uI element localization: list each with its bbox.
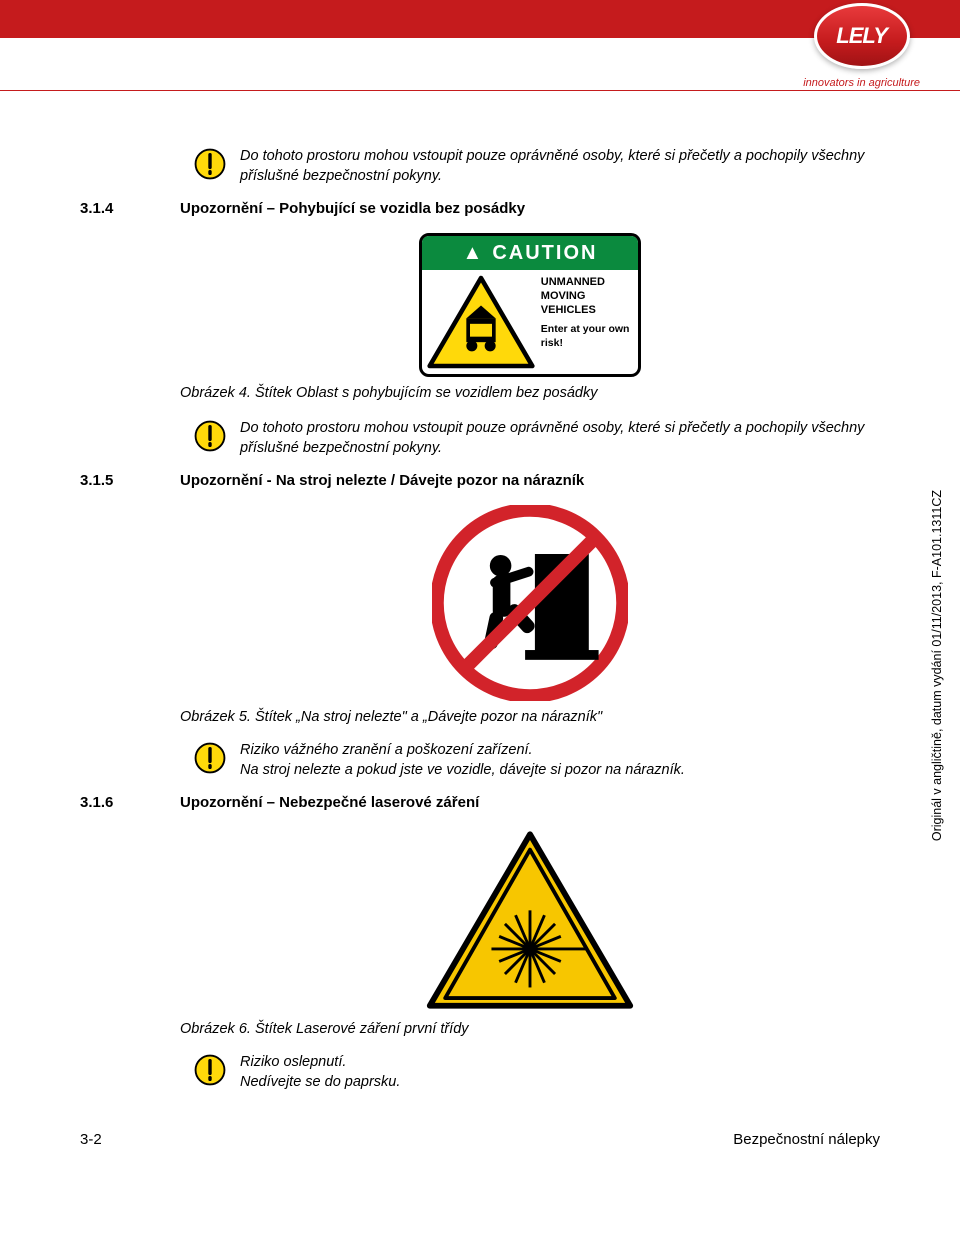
- caution-triangle-icon: [426, 274, 536, 370]
- laser-hazard-icon: [424, 827, 636, 1013]
- logo-text: LELY: [836, 23, 887, 49]
- caution-line-2: MOVING: [541, 290, 632, 304]
- side-metadata-text: Originál v angličtině, datum vydání 01/1…: [930, 490, 944, 841]
- figure-caption: Obrázek 6. Štítek Laserové záření první …: [180, 1021, 880, 1037]
- page-content: Do tohoto prostoru mohou vstoupit pouze …: [0, 91, 960, 1121]
- warning-icon: [193, 1053, 227, 1087]
- footer-section-name: Bezpečnostní nálepky: [733, 1131, 880, 1148]
- section-number: 3.1.4: [80, 200, 180, 409]
- warning-icon: [193, 741, 227, 775]
- prohibition-climb-icon: [432, 505, 628, 701]
- caution-subtext: Enter at your own risk!: [541, 323, 632, 349]
- section-title: Upozornění - Na stroj nelezte / Dávejte …: [180, 472, 880, 489]
- caution-head-symbol: ▲: [463, 242, 485, 265]
- brand-tagline: innovators in agriculture: [803, 77, 920, 89]
- caution-head-text: CAUTION: [492, 242, 597, 265]
- warning-icon: [193, 147, 227, 181]
- figure-caption: Obrázek 4. Štítek Oblast s pohybujícím s…: [180, 385, 880, 401]
- section-title: Upozornění – Nebezpečné laserové záření: [180, 794, 880, 811]
- footer-page-number: 3-2: [80, 1131, 102, 1148]
- section-note: Do tohoto prostoru mohou vstoupit pouze …: [240, 419, 880, 458]
- brand-logo-block: LELY innovators in agriculture: [803, 3, 920, 89]
- page-footer: 3-2 Bezpečnostní nálepky: [0, 1121, 960, 1164]
- warning-icon: [193, 419, 227, 453]
- section-note: Riziko oslepnutí. Nedívejte se do paprsk…: [240, 1053, 880, 1092]
- section-number: 3.1.5: [80, 472, 180, 733]
- section-number: 3.1.6: [80, 794, 180, 1045]
- caution-line-1: UNMANNED: [541, 276, 632, 290]
- caution-line-3: VEHICLES: [541, 304, 632, 318]
- caution-sign-figure: ▲ CAUTION: [419, 233, 641, 377]
- section-title: Upozornění – Pohybující se vozidla bez p…: [180, 200, 880, 217]
- figure-caption: Obrázek 5. Štítek „Na stroj nelezte" a „…: [180, 709, 880, 725]
- lely-logo: LELY: [814, 3, 910, 69]
- section-note: Riziko vážného zranění a poškození zaříz…: [240, 741, 880, 780]
- intro-note-text: Do tohoto prostoru mohou vstoupit pouze …: [240, 147, 880, 186]
